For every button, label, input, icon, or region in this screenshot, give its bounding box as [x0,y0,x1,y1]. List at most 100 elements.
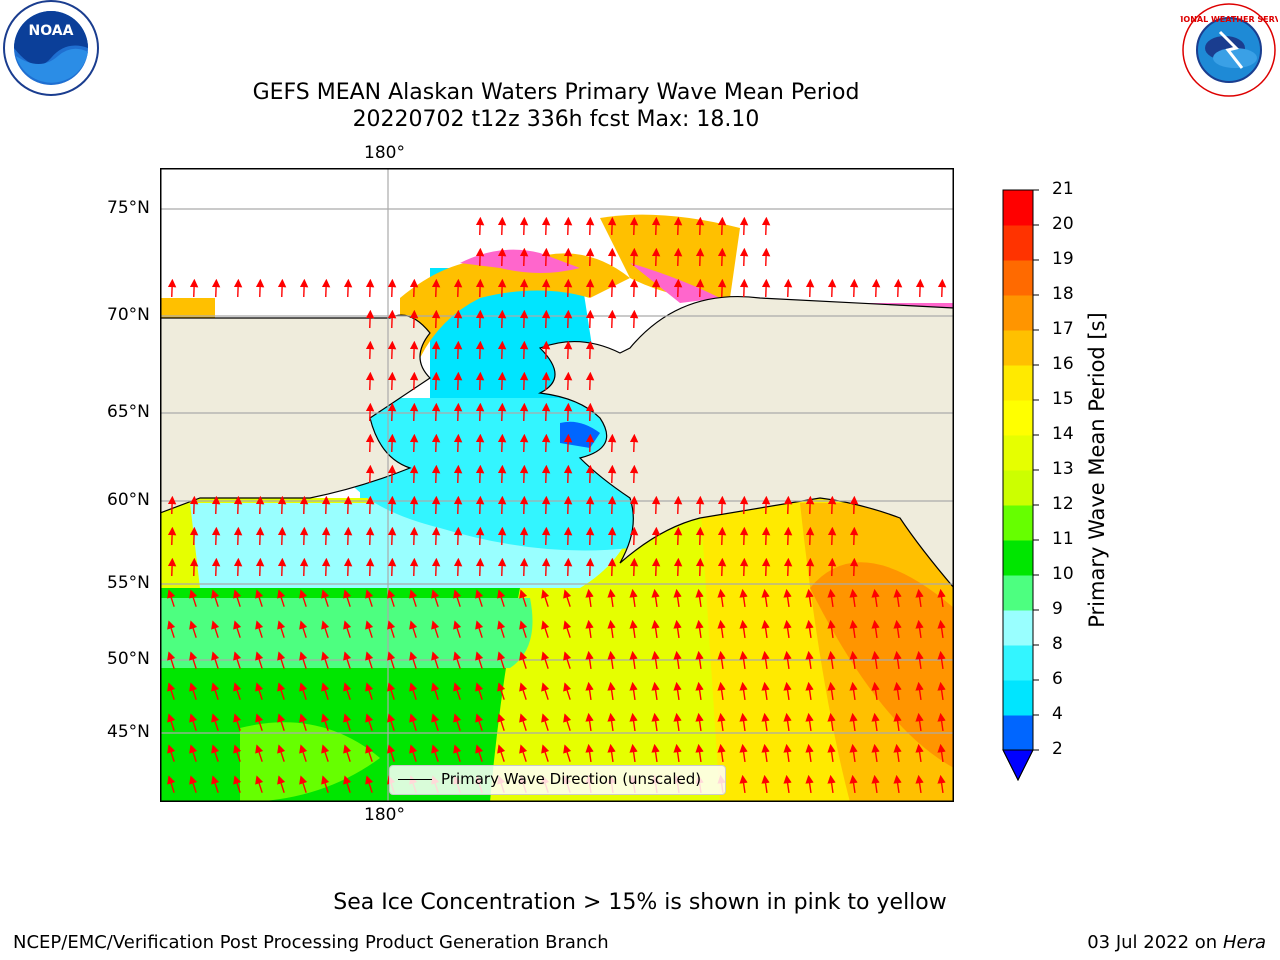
wave-direction-arrow [167,775,176,793]
colorbar-band [1003,435,1033,471]
map-title: GEFS MEAN Alaskan Waters Primary Wave Me… [252,80,860,105]
wave-direction-arrow [255,775,264,793]
lat-label-45: 45°N [107,722,150,742]
wave-direction-arrow [475,744,484,762]
wave-direction-arrow [893,650,902,670]
wave-direction-arrow [915,619,924,639]
wave-direction-arrow [805,588,814,608]
colorbar-band [1003,225,1033,261]
wave-direction-arrow [893,712,902,732]
wave-direction-arrow [519,651,528,669]
wave-direction-arrow [277,682,286,700]
colorbar-tick-label: 9 [1052,599,1063,619]
colorbar-tick-label: 4 [1052,704,1063,724]
colorbar-tick-label: 14 [1052,424,1074,444]
wave-direction-arrow [365,620,374,638]
colorbar-tick-label: 19 [1052,249,1074,269]
wave-direction-arrow [255,589,264,607]
wave-direction-arrow [695,588,704,608]
wave-direction-arrow [563,682,572,700]
wave-direction-arrow [255,682,264,700]
noaa-logo: NOAA [3,0,99,96]
wave-direction-arrow [651,650,660,670]
wave-direction-arrow [519,589,528,607]
wave-direction-arrow [607,743,616,763]
wave-direction-arrow [695,712,704,732]
colorbar-tick-label: 6 [1052,669,1063,689]
wave-direction-arrow [783,650,792,670]
wave-direction-arrow [761,650,770,670]
wave-direction-arrow [563,713,572,731]
wave-direction-arrow [365,589,374,607]
wave-direction-arrow [739,650,748,670]
wave-direction-arrow [585,619,594,639]
wave-direction-arrow [189,713,198,731]
colorbar-tick-label: 2 [1052,739,1063,759]
wave-direction-arrow [849,712,858,732]
wave-direction-arrow [409,589,418,607]
lat-label-75: 75°N [107,198,150,218]
wave-direction-arrow [321,744,330,762]
wave-direction-arrow [453,620,462,638]
colorbar-tick-label: 16 [1052,354,1074,374]
wave-direction-arrow [651,588,660,608]
wave-direction-arrow [827,650,836,670]
wave-direction-arrow [783,743,792,763]
wave-direction-arrow [255,651,264,669]
wave-direction-arrow [893,681,902,701]
wave-direction-arrow [365,682,374,700]
map-legend: Primary Wave Direction (unscaled) [389,765,726,795]
wave-direction-arrow [343,744,352,762]
wave-direction-arrow [739,619,748,639]
wave-direction-arrow [453,713,462,731]
wave-direction-arrow [453,651,462,669]
wave-direction-arrow [431,620,440,638]
wave-direction-arrow [321,589,330,607]
wave-direction-arrow [673,743,682,763]
wave-direction-arrow [497,589,506,607]
wave-direction-arrow [189,682,198,700]
wave-direction-arrow [255,713,264,731]
wave-direction-arrow [541,620,550,638]
wave-direction-arrow [937,774,946,794]
colorbar-band [1003,575,1033,611]
colorbar-band [1003,645,1033,681]
wave-direction-arrow [541,744,550,762]
wave-direction-arrow [739,743,748,763]
wave-direction-arrow [299,744,308,762]
wave-direction-arrow [761,774,770,794]
wave-direction-arrow [717,681,726,701]
wave-direction-arrow [871,588,880,608]
wave-direction-arrow [673,650,682,670]
wave-direction-arrow [607,712,616,732]
wave-direction-arrow [827,588,836,608]
colorbar-band [1003,505,1033,541]
colorbar-title: Primary Wave Mean Period [s] [1085,312,1109,628]
wave-direction-arrow [211,775,220,793]
run-host: Hera [1222,932,1266,953]
wave-direction-arrow [783,588,792,608]
colorbar [1002,189,1039,782]
lat-label-70: 70°N [107,305,150,325]
lat-label-50: 50°N [107,649,150,669]
wave-direction-arrow [299,775,308,793]
wave-direction-arrow [783,681,792,701]
wave-direction-arrow [321,775,330,793]
wave-direction-arrow [563,589,572,607]
wave-direction-arrow [827,774,836,794]
wave-direction-arrow [607,619,616,639]
wave-direction-arrow [783,712,792,732]
lat-label-65: 65°N [107,402,150,422]
wave-direction-arrow [871,743,880,763]
wave-direction-arrow [761,681,770,701]
colorbar-tick-label: 13 [1052,459,1074,479]
wave-direction-arrow [343,682,352,700]
colorbar-band [1003,260,1033,296]
wave-direction-arrow [739,588,748,608]
wave-direction-arrow [585,588,594,608]
sea-ice-note: Sea Ice Concentration > 15% is shown in … [333,890,947,915]
wave-direction-arrow [695,743,704,763]
wave-direction-arrow [409,744,418,762]
colorbar-band [1003,680,1033,716]
wave-direction-arrow [541,713,550,731]
